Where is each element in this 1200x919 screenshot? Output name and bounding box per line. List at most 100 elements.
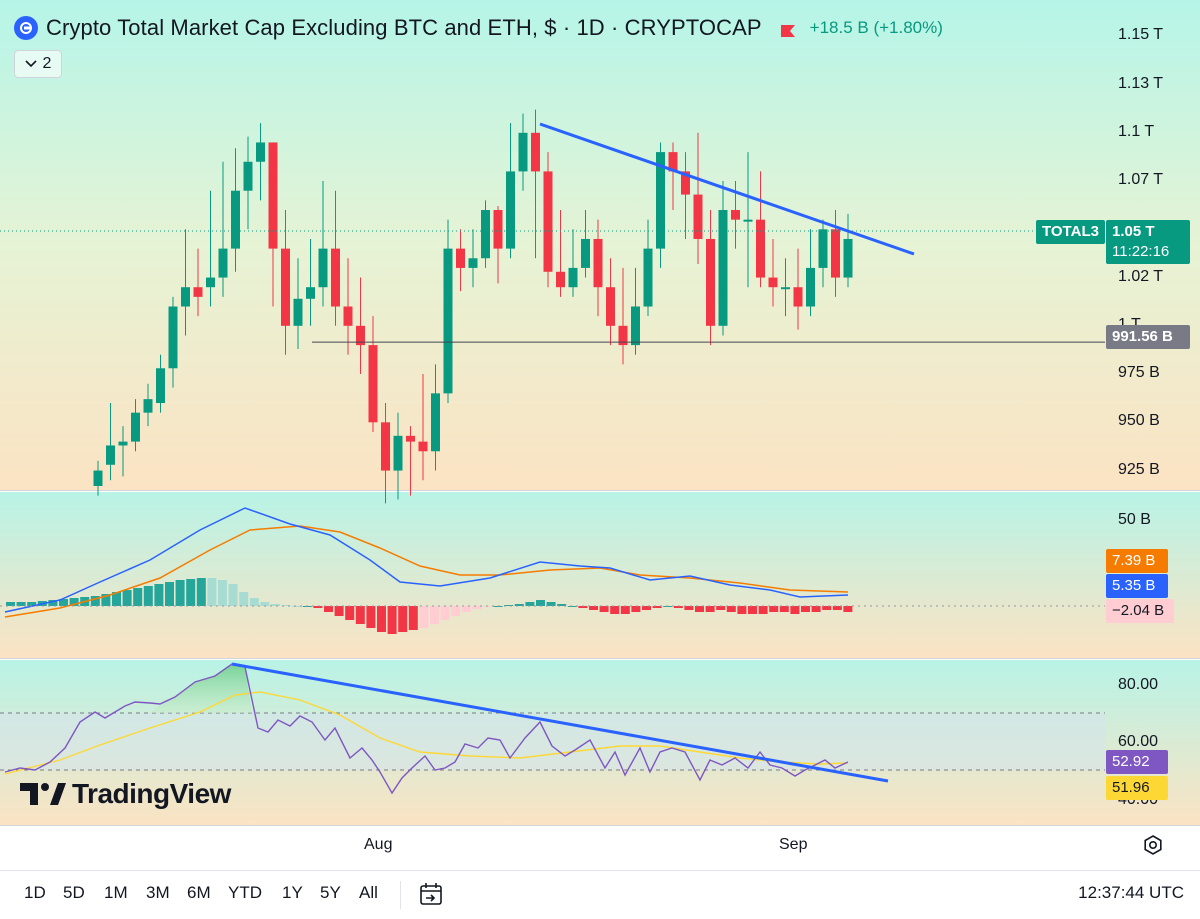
macd-histogram-bar bbox=[726, 606, 736, 612]
macd-histogram-bar bbox=[557, 604, 567, 606]
time-axis-bg bbox=[0, 826, 1200, 870]
macd-histogram-bar bbox=[567, 606, 577, 607]
candle-body bbox=[556, 271, 565, 288]
macd-histogram-bar bbox=[260, 602, 270, 606]
settings-gear-icon[interactable] bbox=[1142, 834, 1164, 856]
candle-body bbox=[256, 142, 265, 162]
macd-histogram-bar bbox=[578, 606, 588, 608]
candle-body bbox=[768, 277, 778, 288]
timeframe-button-ytd[interactable]: YTD bbox=[228, 883, 262, 902]
macd-axis-tick: 50 B bbox=[1118, 511, 1151, 528]
timeframe-button-1m[interactable]: 1M bbox=[104, 883, 128, 902]
tradingview-watermark: TradingView bbox=[20, 778, 231, 810]
time-axis-aug: Aug bbox=[364, 836, 393, 853]
candle-body bbox=[756, 219, 765, 278]
bar-countdown: 11:22:16 bbox=[1112, 243, 1170, 260]
price-trendline[interactable] bbox=[539, 122, 915, 256]
macd-histogram-bar bbox=[90, 596, 100, 606]
macd-signal-line bbox=[4, 525, 849, 618]
macd-histogram-bar bbox=[271, 604, 280, 606]
price-axis-tick: 1.02 T bbox=[1118, 267, 1164, 285]
macd-histogram-bar bbox=[748, 606, 757, 614]
macd-histogram-bar bbox=[48, 600, 58, 606]
macd-histogram-bar bbox=[451, 606, 461, 616]
candle-body bbox=[568, 267, 578, 288]
symbol-title[interactable]: Crypto Total Market Cap Excluding BTC an… bbox=[46, 15, 762, 40]
timeframe-button-5y[interactable]: 5Y bbox=[320, 883, 341, 902]
rsi-trendline[interactable] bbox=[231, 662, 889, 783]
macd-histogram-bar bbox=[196, 578, 206, 606]
timeframe-button-6m[interactable]: 6M bbox=[187, 883, 211, 902]
candle-body bbox=[468, 258, 478, 268]
macd-histogram-bar bbox=[186, 579, 196, 606]
macd-histogram-bar bbox=[112, 592, 121, 606]
hline-price-badge: 991.56 B bbox=[1106, 325, 1190, 349]
candle-body bbox=[481, 210, 490, 259]
candle-body bbox=[218, 248, 228, 278]
candle-body bbox=[181, 287, 190, 307]
chevron-down-icon bbox=[24, 55, 37, 73]
rsi-ma-value-badge: 51.96 bbox=[1106, 776, 1168, 800]
price-change: +18.5 B (+1.80%) bbox=[809, 18, 943, 37]
macd-histogram-bar bbox=[525, 602, 535, 606]
tradingview-logo-icon bbox=[20, 783, 66, 805]
histogram-value-badge: −2.04 B bbox=[1106, 599, 1174, 623]
candle-body bbox=[131, 412, 140, 442]
candle-body bbox=[606, 287, 615, 326]
macd-histogram-bar bbox=[324, 606, 333, 612]
signal-value-badge: 5.35 B bbox=[1106, 574, 1168, 598]
candle-body bbox=[443, 248, 453, 394]
rsi-axis-tick-60: 60.00 bbox=[1118, 733, 1159, 750]
cryptocap-symbol-icon bbox=[14, 16, 38, 40]
macd-histogram-bar bbox=[461, 606, 471, 612]
candle-body bbox=[343, 306, 353, 326]
macd-histogram-bar bbox=[652, 606, 662, 608]
chart-area[interactable]: Crypto Total Market Cap Excluding BTC an… bbox=[0, 0, 1200, 870]
macd-histogram-bar bbox=[377, 606, 386, 632]
macd-histogram-bar bbox=[801, 606, 810, 612]
candle-body bbox=[581, 238, 590, 268]
timeframe-button-5d[interactable]: 5D bbox=[63, 883, 85, 902]
macd-histogram-bar bbox=[398, 606, 408, 632]
chart-canvas[interactable] bbox=[0, 0, 1200, 870]
candle-body bbox=[431, 393, 440, 452]
candle-body bbox=[618, 325, 628, 346]
macd-histogram-bar bbox=[695, 606, 704, 612]
timeframe-button-all[interactable]: All bbox=[359, 883, 378, 902]
candle-body bbox=[843, 238, 853, 278]
candle-body bbox=[806, 267, 815, 307]
macd-histogram-bar bbox=[769, 606, 779, 612]
macd-histogram-bar bbox=[281, 605, 291, 606]
utc-clock[interactable]: 12:37:44 UTC bbox=[1078, 883, 1184, 902]
macd-value-badge: 7.39 B bbox=[1106, 549, 1168, 573]
timeframe-button-1y[interactable]: 1Y bbox=[282, 883, 303, 902]
macd-histogram-bar bbox=[218, 580, 227, 606]
candle-body bbox=[731, 210, 740, 220]
candle-body bbox=[281, 248, 290, 326]
bottom-toolbar: 1D 5D 1M 3M 6M YTD 1Y 5Y All 12:37:44 UTC bbox=[0, 870, 1200, 919]
macd-histogram-bar bbox=[419, 606, 429, 628]
macd-histogram-bar bbox=[536, 600, 545, 606]
indicators-collapse-button[interactable]: 2 bbox=[14, 50, 62, 78]
candle-body bbox=[118, 441, 128, 446]
macd-histogram-bar bbox=[832, 606, 842, 610]
macd-histogram-bar bbox=[504, 605, 514, 606]
price-axis-tick: 1.07 T bbox=[1118, 171, 1164, 189]
date-range-calendar-icon[interactable] bbox=[418, 881, 444, 912]
macd-histogram-bar bbox=[143, 586, 153, 606]
timeframe-button-3m[interactable]: 3M bbox=[146, 883, 170, 902]
macd-histogram-bar bbox=[6, 602, 15, 606]
candle-body bbox=[381, 422, 390, 471]
candle-body bbox=[718, 210, 728, 326]
price-axis-tick: 1.1 T bbox=[1118, 122, 1155, 140]
candle-body bbox=[368, 345, 378, 423]
candle-body bbox=[93, 470, 103, 486]
macd-histogram-bar bbox=[59, 599, 68, 606]
macd-histogram-bar bbox=[610, 606, 620, 614]
candle-body bbox=[106, 445, 115, 465]
candle-body bbox=[356, 325, 365, 346]
timeframe-button-1d[interactable]: 1D bbox=[24, 883, 46, 902]
macd-histogram-bar bbox=[69, 598, 79, 606]
candle-body bbox=[531, 132, 540, 172]
macd-histogram-bar bbox=[101, 594, 111, 606]
